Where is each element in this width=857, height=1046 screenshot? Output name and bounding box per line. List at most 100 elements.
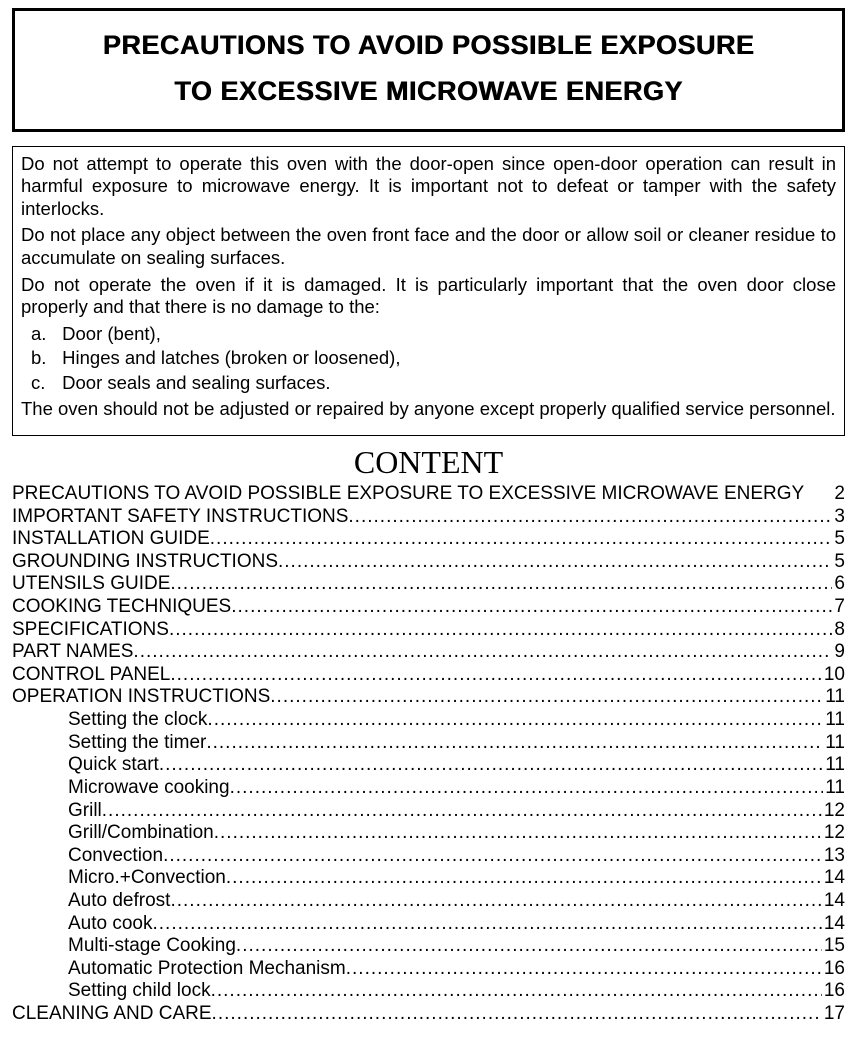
list-label: c. bbox=[31, 372, 57, 395]
toc-entry-label: UTENSILS GUIDE bbox=[12, 573, 170, 596]
warning-paragraph-3: Do not operate the oven if it is damaged… bbox=[21, 274, 836, 319]
warning-paragraph-4: The oven should not be adjusted or repai… bbox=[21, 398, 836, 421]
warning-paragraph-2: Do not place any object between the oven… bbox=[21, 224, 836, 269]
title-line-2: TO EXCESSIVE MICROWAVE ENERGY bbox=[174, 76, 683, 106]
toc-entry-label: Convection bbox=[68, 845, 163, 868]
toc-leader-dots bbox=[206, 732, 823, 755]
toc-entry-page: 11 bbox=[823, 686, 845, 709]
toc-leader-dots bbox=[278, 551, 832, 574]
toc-entry-label: Microwave cooking bbox=[68, 777, 230, 800]
toc-entry-page: 14 bbox=[822, 867, 845, 890]
toc-entry-label: Automatic Protection Mechanism bbox=[68, 958, 346, 981]
toc-entry: IMPORTANT SAFETY INSTRUCTIONS 3 bbox=[12, 506, 845, 529]
toc-entry: PART NAMES 9 bbox=[12, 641, 845, 664]
toc-entry-page: 14 bbox=[822, 913, 845, 936]
toc-entry: CONTROL PANEL10 bbox=[12, 664, 845, 687]
toc-leader-dots bbox=[270, 686, 823, 709]
toc-entry: UTENSILS GUIDE 6 bbox=[12, 573, 845, 596]
toc-entry: Micro.+Convection 14 bbox=[12, 867, 845, 890]
toc-entry-page: 14 bbox=[822, 890, 845, 913]
toc-entry-label: INSTALLATION GUIDE bbox=[12, 528, 210, 551]
toc-leader-dots bbox=[153, 913, 822, 936]
toc-entry-label: Setting the timer bbox=[68, 732, 206, 755]
toc-entry-page: 8 bbox=[832, 619, 845, 642]
toc-entry-page: 16 bbox=[822, 980, 845, 1003]
toc-leader-dots bbox=[210, 528, 833, 551]
toc-entry: Setting child lock 16 bbox=[12, 980, 845, 1003]
toc-entry-page: 5 bbox=[832, 551, 845, 574]
toc-leader-dots bbox=[346, 958, 822, 981]
toc-entry: Multi-stage Cooking 15 bbox=[12, 935, 845, 958]
toc-entry-label: Grill/Combination bbox=[68, 822, 214, 845]
toc-entry-label: PART NAMES bbox=[12, 641, 133, 664]
toc-leader-dots bbox=[102, 800, 822, 823]
table-of-contents: PRECAUTIONS TO AVOID POSSIBLE EXPOSURE T… bbox=[12, 483, 845, 1026]
toc-entry-label: OPERATION INSTRUCTIONS bbox=[12, 686, 270, 709]
content-heading: CONTENT bbox=[12, 444, 845, 481]
toc-leader-dots bbox=[169, 619, 832, 642]
toc-entry: Setting the timer 11 bbox=[12, 732, 845, 755]
list-label: a. bbox=[31, 323, 57, 346]
title-line-1: PRECAUTIONS TO AVOID POSSIBLE EXPOSURE bbox=[103, 30, 755, 60]
toc-leader-dots bbox=[211, 980, 822, 1003]
toc-entry-label: Quick start bbox=[68, 754, 159, 777]
toc-entry: PRECAUTIONS TO AVOID POSSIBLE EXPOSURE T… bbox=[12, 483, 845, 506]
toc-entry-page: 12 bbox=[822, 822, 845, 845]
toc-leader-dots bbox=[170, 664, 821, 687]
toc-entry-page: 7 bbox=[832, 596, 845, 619]
toc-entry-page: 11 bbox=[823, 777, 845, 800]
toc-leader-dots bbox=[170, 890, 821, 913]
toc-leader-dots bbox=[236, 935, 822, 958]
warning-list-item: b. Hinges and latches (broken or loosene… bbox=[21, 347, 836, 370]
toc-entry-page: 3 bbox=[832, 506, 845, 529]
toc-entry-label: COOKING TECHNIQUES bbox=[12, 596, 231, 619]
toc-entry: Quick start 11 bbox=[12, 754, 845, 777]
toc-entry: Automatic Protection Mechanism 16 bbox=[12, 958, 845, 981]
toc-entry-page: 17 bbox=[822, 1003, 845, 1026]
warning-paragraph-1: Do not attempt to operate this oven with… bbox=[21, 153, 836, 221]
toc-entry-page: 11 bbox=[823, 709, 845, 732]
toc-entry-label: GROUNDING INSTRUCTIONS bbox=[12, 551, 278, 574]
toc-entry-page: 16 bbox=[822, 958, 845, 981]
toc-leader-dots bbox=[207, 709, 823, 732]
list-label: b. bbox=[31, 347, 57, 370]
toc-entry-label: Grill bbox=[68, 800, 102, 823]
toc-entry-label: Setting the clock bbox=[68, 709, 207, 732]
toc-entry: Convection13 bbox=[12, 845, 845, 868]
list-text: Door (bent), bbox=[62, 323, 161, 344]
toc-entry-label: Setting child lock bbox=[68, 980, 211, 1003]
page-title: PRECAUTIONS TO AVOID POSSIBLE EXPOSURE T… bbox=[23, 23, 834, 115]
toc-entry-page: 5 bbox=[832, 528, 845, 551]
toc-leader-dots bbox=[231, 596, 832, 619]
toc-entry: Microwave cooking 11 bbox=[12, 777, 845, 800]
toc-leader-dots bbox=[170, 573, 832, 596]
toc-entry: Grill/Combination 12 bbox=[12, 822, 845, 845]
toc-entry: Auto defrost14 bbox=[12, 890, 845, 913]
toc-entry-page: 15 bbox=[822, 935, 845, 958]
toc-entry: CLEANING AND CARE17 bbox=[12, 1003, 845, 1026]
warning-list-item: a. Door (bent), bbox=[21, 323, 836, 346]
toc-entry-label: IMPORTANT SAFETY INSTRUCTIONS bbox=[12, 506, 348, 529]
toc-entry-page: 6 bbox=[832, 573, 845, 596]
warning-list-item: c. Door seals and sealing surfaces. bbox=[21, 372, 836, 395]
toc-leader-dots bbox=[133, 641, 832, 664]
toc-entry: GROUNDING INSTRUCTIONS 5 bbox=[12, 551, 845, 574]
toc-leader-dots bbox=[348, 506, 832, 529]
toc-entry-label: Multi-stage Cooking bbox=[68, 935, 236, 958]
toc-leader-dots bbox=[163, 845, 822, 868]
warning-list: a. Door (bent), b. Hinges and latches (b… bbox=[21, 323, 836, 395]
toc-entry: OPERATION INSTRUCTIONS 11 bbox=[12, 686, 845, 709]
toc-entry: INSTALLATION GUIDE 5 bbox=[12, 528, 845, 551]
toc-entry: COOKING TECHNIQUES 7 bbox=[12, 596, 845, 619]
toc-entry-label: PRECAUTIONS TO AVOID POSSIBLE EXPOSURE T… bbox=[12, 483, 804, 506]
toc-leader-dots bbox=[230, 777, 824, 800]
toc-entry: Setting the clock 11 bbox=[12, 709, 845, 732]
toc-entry-label: Micro.+Convection bbox=[68, 867, 226, 890]
toc-entry: SPECIFICATIONS8 bbox=[12, 619, 845, 642]
toc-entry-page: 11 bbox=[823, 732, 845, 755]
toc-entry-page: 11 bbox=[823, 754, 845, 777]
toc-entry-page: 9 bbox=[832, 641, 845, 664]
toc-leader-dots bbox=[159, 754, 823, 777]
list-text: Door seals and sealing surfaces. bbox=[62, 372, 330, 393]
toc-entry: Grill12 bbox=[12, 800, 845, 823]
